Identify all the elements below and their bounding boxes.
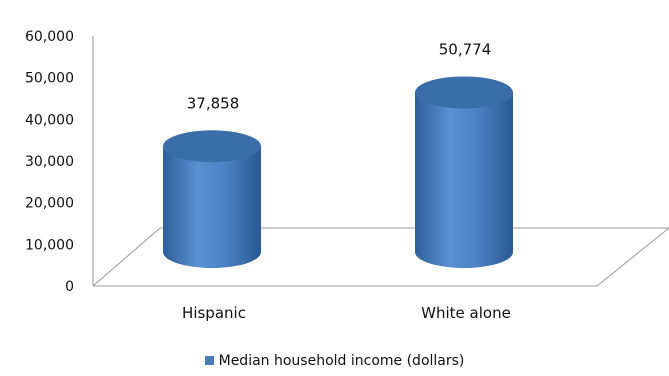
y-tick-label: 10,000 <box>25 237 74 253</box>
category-label: Hispanic <box>182 304 246 322</box>
y-tick-label: 60,000 <box>25 29 74 45</box>
data-labels: 37,858 50,774 <box>187 40 492 112</box>
bars <box>163 76 513 268</box>
bar-body <box>415 92 513 268</box>
floor-left-edge <box>92 227 161 287</box>
bar-top <box>163 130 261 163</box>
legend-label: Median household income (dollars) <box>218 353 465 369</box>
category-label: White alone <box>421 304 511 322</box>
y-tick-label: 50,000 <box>25 71 74 87</box>
data-label: 50,774 <box>439 40 492 58</box>
category-labels: Hispanic White alone <box>182 304 511 322</box>
y-tick-label: 40,000 <box>25 112 74 128</box>
legend: Median household income (dollars) <box>0 353 669 369</box>
y-tick-labels: 0 10,000 20,000 30,000 40,000 50,000 60,000 <box>25 29 74 295</box>
legend-swatch <box>204 356 214 365</box>
bar-body <box>163 146 261 268</box>
data-label: 37,858 <box>187 94 240 112</box>
y-tick-label: 20,000 <box>25 196 74 212</box>
y-tick-label: 30,000 <box>25 154 74 170</box>
floor-right-edge <box>596 227 669 287</box>
bar-top <box>415 76 513 109</box>
y-tick-label: 0 <box>65 279 74 295</box>
